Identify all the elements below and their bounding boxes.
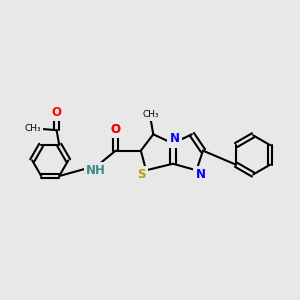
Text: N: N	[195, 168, 206, 182]
Text: CH₃: CH₃	[142, 110, 159, 119]
Text: O: O	[52, 106, 61, 119]
Text: S: S	[137, 168, 146, 182]
Text: N: N	[169, 132, 179, 146]
Text: O: O	[111, 123, 121, 136]
Text: NH: NH	[86, 164, 106, 177]
Text: CH₃: CH₃	[25, 124, 41, 133]
Text: O: O	[111, 123, 121, 136]
